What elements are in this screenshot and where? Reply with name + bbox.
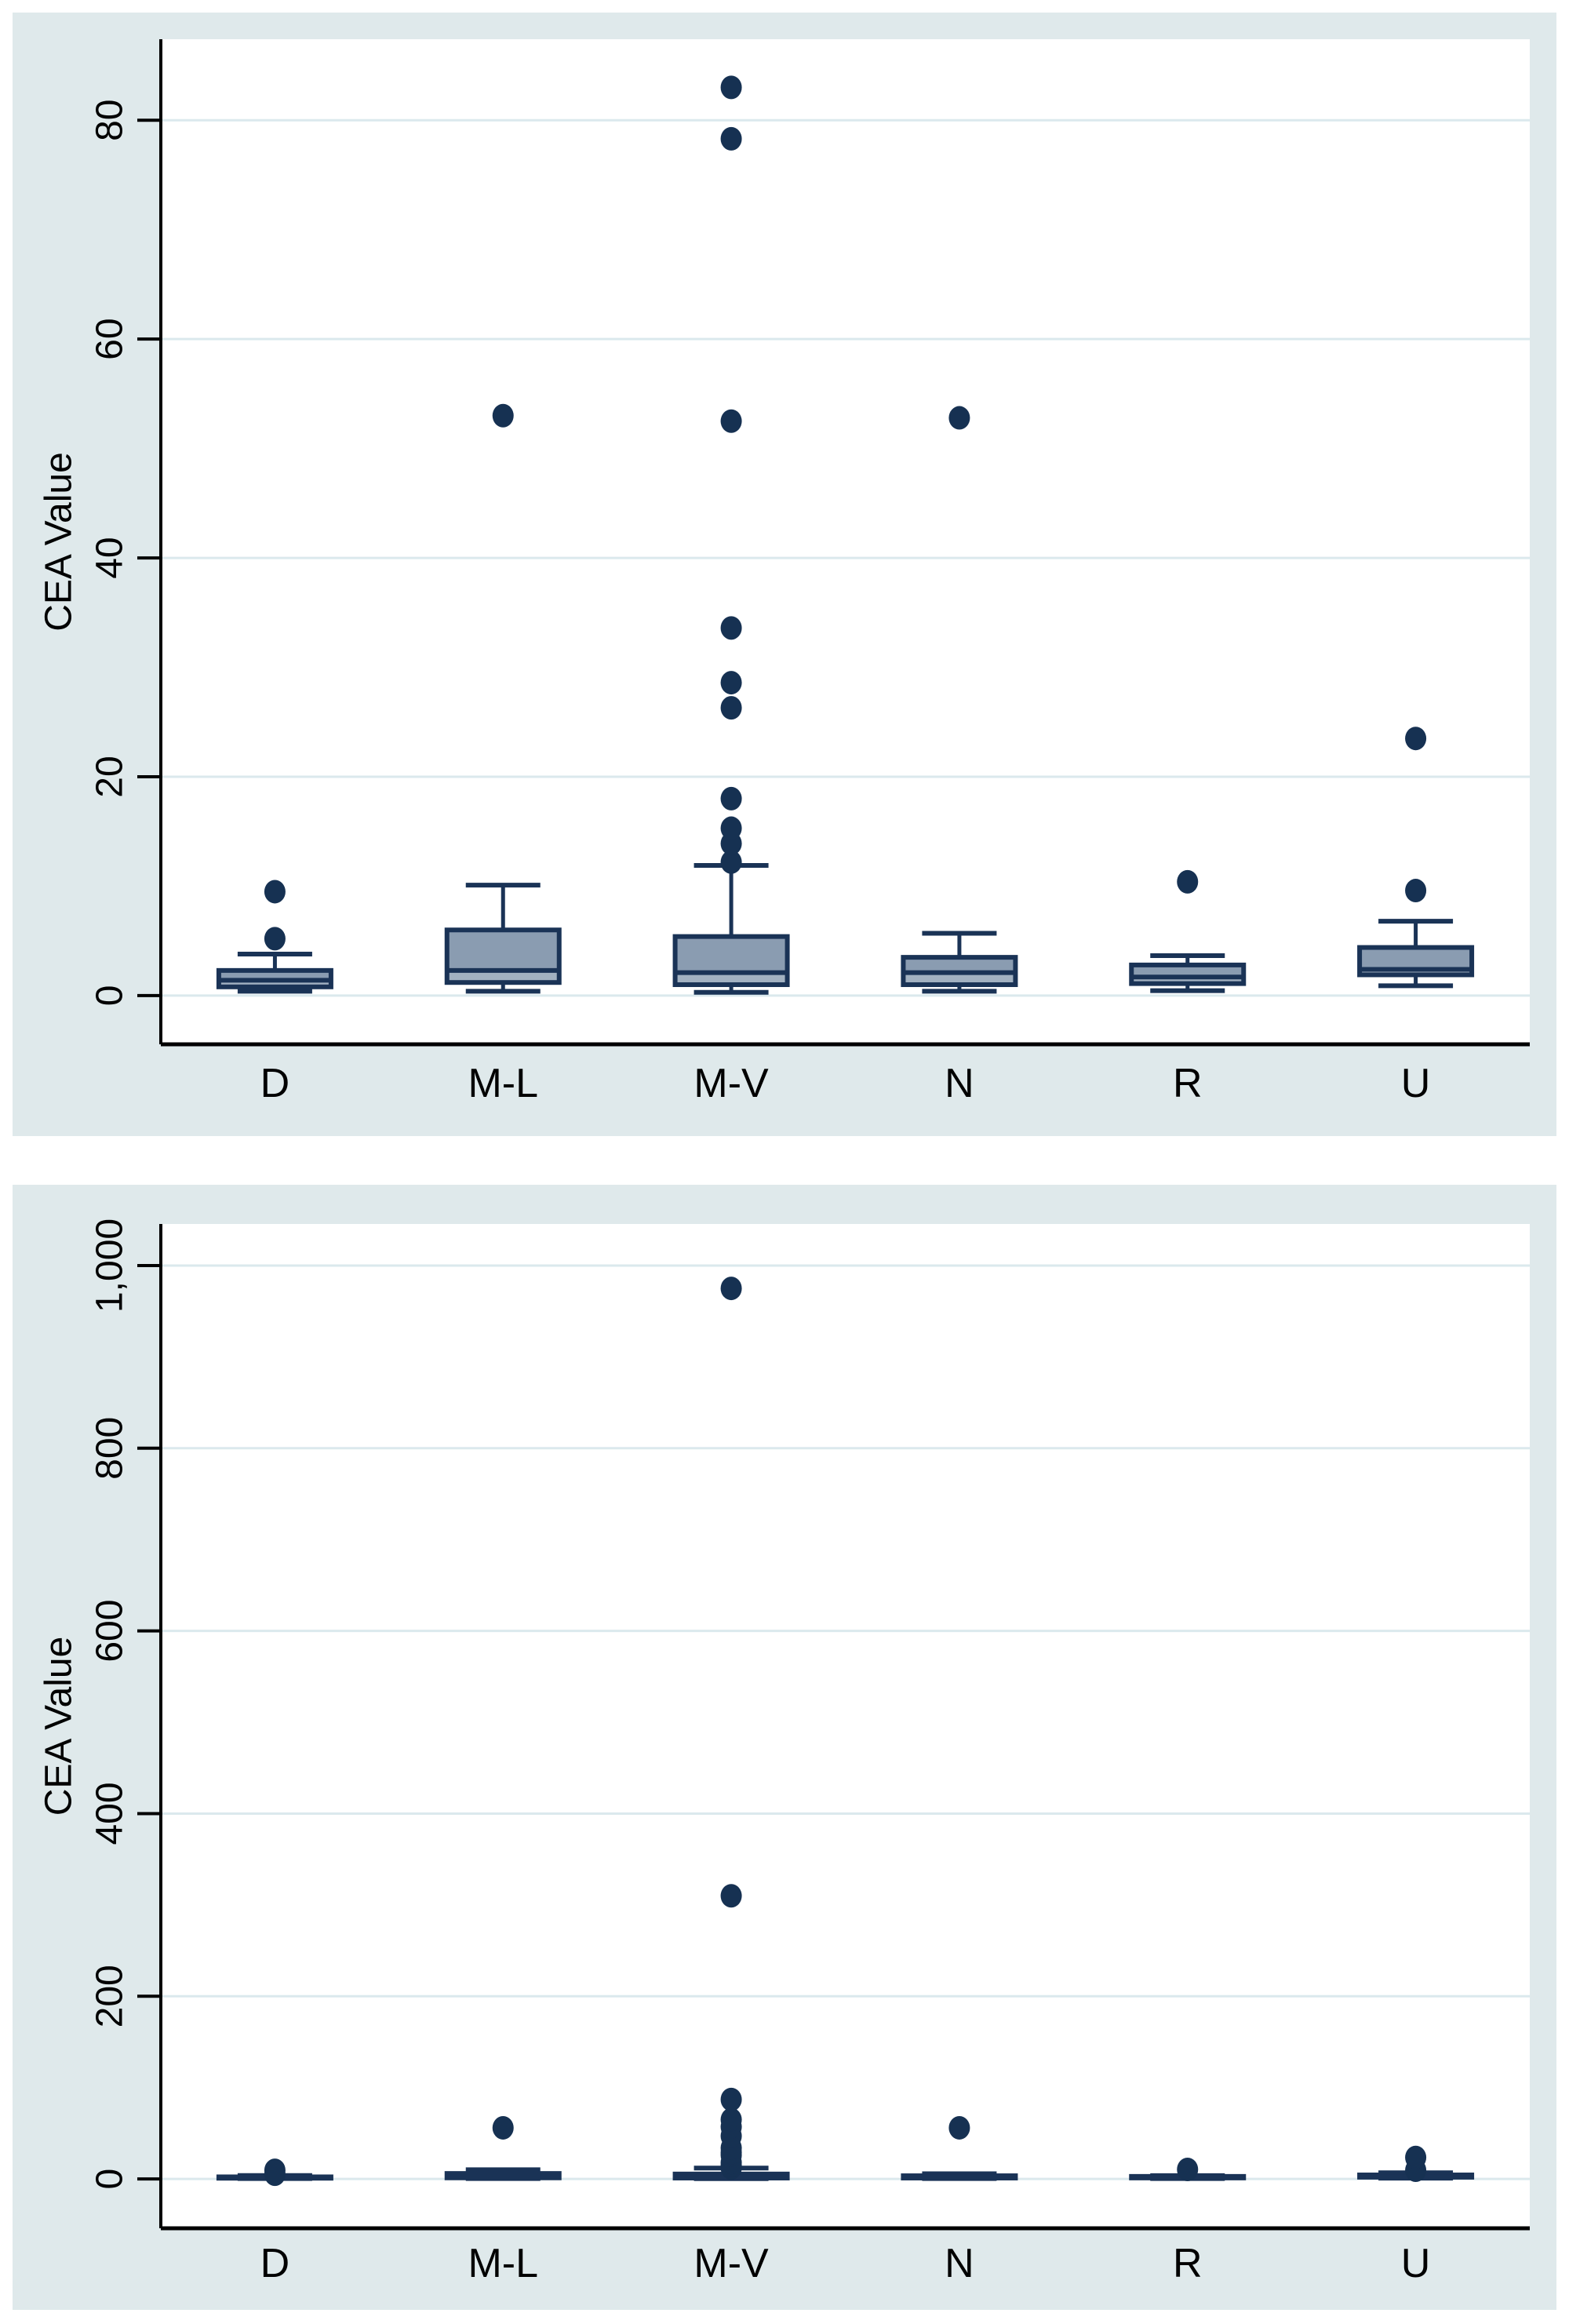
outlier-dot — [720, 409, 742, 433]
box-group-M-L — [444, 2115, 562, 2181]
y-tick-label: 0 — [89, 2169, 131, 2190]
x-category-label-R: R — [1173, 1061, 1203, 1106]
y-tick-label: 600 — [89, 1600, 131, 1663]
outlier-dot — [720, 850, 742, 874]
outlier-dot — [948, 2115, 970, 2140]
x-category-label-D: D — [260, 2241, 290, 2286]
box-group-U — [1357, 2145, 1475, 2182]
outlier-dot — [720, 75, 742, 100]
plot-area — [161, 39, 1530, 1044]
y-tick-label: 800 — [89, 1417, 131, 1480]
box-lower-fill — [446, 970, 559, 983]
x-category-label-M-L: M-L — [468, 1061, 538, 1106]
outlier-dot — [948, 406, 970, 430]
y-tick-label: 80 — [89, 100, 131, 141]
x-category-label-D: D — [260, 1061, 290, 1106]
box-rect — [444, 927, 562, 985]
y-tick-label: 1,000 — [89, 1218, 131, 1313]
y-tick-label: 200 — [89, 1965, 131, 2027]
box-group-D — [216, 880, 333, 994]
box-rect — [1129, 962, 1247, 986]
x-category-label-R: R — [1173, 2241, 1203, 2286]
outlier-dot — [720, 2107, 742, 2132]
y-tick-label: 0 — [89, 985, 131, 1007]
outlier-dot — [720, 2087, 742, 2111]
box-upper-fill — [1131, 964, 1244, 978]
outlier-dot — [720, 1277, 742, 1301]
boxplot-panel-top: 0 20 40 60 80 CEA Value D M-L M-V N R U — [13, 13, 1556, 1136]
box-group-N — [901, 406, 1018, 994]
y-axis-title: CEA Value — [38, 452, 80, 632]
outlier-dot — [720, 696, 742, 720]
x-category-label-M-L: M-L — [468, 2241, 538, 2286]
box-lower-fill — [675, 972, 788, 985]
y-tick-label: 20 — [89, 756, 131, 797]
x-category-label-U: U — [1401, 1061, 1431, 1106]
box-group-D — [216, 2158, 333, 2187]
outlier-dot — [1405, 727, 1427, 751]
y-tick-label: 60 — [89, 318, 131, 359]
y-tick-label: 40 — [89, 537, 131, 578]
plot-area — [161, 1224, 1530, 2228]
outlier-dot — [720, 1884, 742, 1908]
box-group-U — [1357, 727, 1475, 989]
x-category-label-U: U — [1401, 2241, 1431, 2286]
outlier-dot — [264, 2158, 286, 2183]
box-group-N — [901, 2115, 1018, 2181]
x-category-label-N: N — [945, 2241, 974, 2286]
box-rect — [1357, 945, 1475, 978]
outlier-dot — [492, 2115, 514, 2140]
outlier-dot — [720, 126, 742, 151]
box-lower-fill — [1360, 969, 1473, 975]
outlier-dot — [264, 880, 286, 904]
box-rect — [672, 934, 790, 987]
x-category-label-N: N — [945, 1061, 974, 1106]
box-group-M-V — [672, 75, 790, 995]
x-category-label-M-V: M-V — [693, 2241, 769, 2286]
outlier-dot — [1405, 879, 1427, 903]
box-lower-fill — [218, 980, 331, 987]
box-upper-fill — [1360, 947, 1473, 970]
boxplot-panel-bottom: 0 200 400 600 800 1,000 CEA Value D M-L M-V N R U — [13, 1185, 1556, 2310]
outlier-dot — [264, 927, 286, 951]
outlier-dot — [720, 616, 742, 640]
boxplot-top-chart: 0 20 40 60 80 CEA Value D M-L M-V N R U — [38, 39, 1530, 1106]
box-upper-fill — [218, 970, 331, 981]
box-upper-fill — [903, 957, 1016, 973]
outlier-dot — [1405, 2145, 1427, 2169]
box-lower-fill — [903, 972, 1016, 985]
box-group-R — [1129, 2158, 1247, 2182]
outlier-dot — [1177, 869, 1199, 894]
outlier-dot — [720, 816, 742, 840]
y-tick-label: 400 — [89, 1782, 131, 1845]
box-upper-fill — [446, 930, 559, 971]
outlier-dot — [492, 403, 514, 428]
boxplot-bottom-chart: 0 200 400 600 800 1,000 CEA Value D M-L M-V N R U — [38, 1218, 1530, 2286]
outlier-dot — [720, 671, 742, 695]
box-group-M-V — [672, 1277, 790, 2181]
x-category-label-M-V: M-V — [693, 1061, 769, 1106]
box-group-R — [1129, 869, 1247, 993]
box-group-M-L — [444, 403, 562, 994]
outlier-dot — [1177, 2158, 1199, 2182]
outlier-dot — [720, 786, 742, 810]
box-lower-fill — [1131, 977, 1244, 984]
box-upper-fill — [675, 936, 788, 973]
y-axis-title: CEA Value — [38, 1637, 80, 1816]
